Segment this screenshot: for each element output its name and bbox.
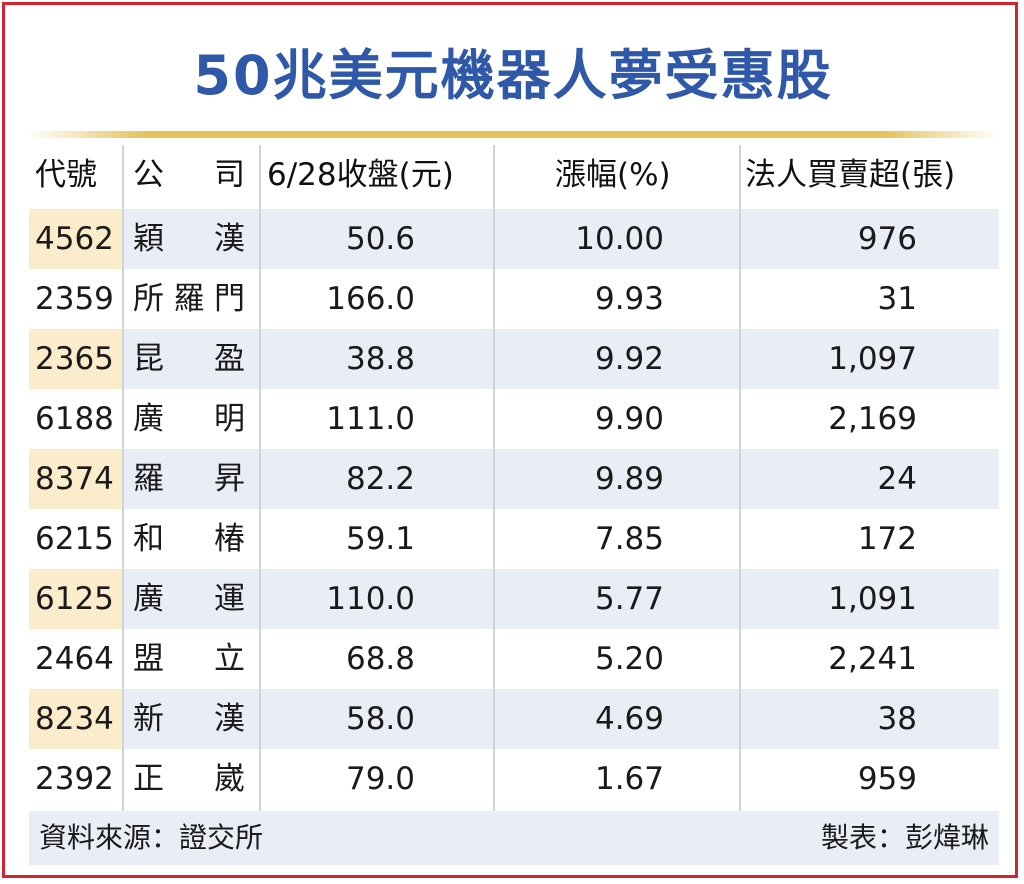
code-highlight xyxy=(29,449,123,509)
table-row: 2392 正崴 79.0 1.67 959 xyxy=(29,749,999,809)
header-company: 公 司 xyxy=(133,157,245,193)
company-name-cell: 穎漢 xyxy=(133,221,245,257)
close-price-cell: 59.1 xyxy=(345,521,415,557)
net-buy-cell: 1,097 xyxy=(828,341,917,377)
net-buy-cell: 976 xyxy=(857,221,917,257)
stock-code-cell: 6215 xyxy=(35,521,114,557)
company-name-cell: 盟立 xyxy=(133,641,245,677)
close-price-cell: 82.2 xyxy=(345,461,415,497)
header-change: 漲幅(%) xyxy=(555,157,671,193)
stock-code-cell: 4562 xyxy=(35,221,114,257)
maker-note: 製表：彭煒琳 xyxy=(820,821,989,854)
company-name-cell: 正崴 xyxy=(133,761,245,797)
change-percent-cell: 9.93 xyxy=(594,281,664,317)
change-percent-cell: 9.92 xyxy=(594,341,664,377)
table-row: 6125 廣運 110.0 5.77 1,091 xyxy=(29,569,999,629)
close-price-cell: 68.8 xyxy=(345,641,415,677)
change-percent-cell: 5.20 xyxy=(594,641,664,677)
column-divider xyxy=(739,145,741,811)
net-buy-cell: 38 xyxy=(877,701,917,737)
change-percent-cell: 9.90 xyxy=(594,401,664,437)
close-price-cell: 111.0 xyxy=(326,401,415,437)
code-highlight xyxy=(29,689,123,749)
net-buy-cell: 1,091 xyxy=(828,581,917,617)
column-divider xyxy=(493,145,495,811)
company-name-cell: 廣運 xyxy=(133,581,245,617)
net-buy-cell: 172 xyxy=(857,521,917,557)
change-percent-cell: 1.67 xyxy=(594,761,664,797)
change-percent-cell: 5.77 xyxy=(594,581,664,617)
table-row: 8234 新漢 58.0 4.69 38 xyxy=(29,689,999,749)
company-name-cell: 廣明 xyxy=(133,401,245,437)
change-percent-cell: 10.00 xyxy=(575,221,664,257)
table-row: 6215 和椿 59.1 7.85 172 xyxy=(29,509,999,569)
stock-code-cell: 2359 xyxy=(35,281,114,317)
net-buy-cell: 24 xyxy=(877,461,917,497)
header-close: 6/28收盤(元) xyxy=(267,157,454,193)
title-divider xyxy=(29,131,999,138)
stock-code-cell: 8234 xyxy=(35,701,114,737)
table-row: 2464 盟立 68.8 5.20 2,241 xyxy=(29,629,999,689)
close-price-cell: 38.8 xyxy=(345,341,415,377)
code-highlight xyxy=(29,209,123,269)
net-buy-cell: 2,169 xyxy=(828,401,917,437)
company-name-cell: 昆盈 xyxy=(133,341,245,377)
stock-code-cell: 2464 xyxy=(35,641,114,677)
header-net-buy: 法人買賣超(張) xyxy=(745,157,956,193)
table-row: 4562 穎漢 50.6 10.00 976 xyxy=(29,209,999,269)
stock-code-cell: 2365 xyxy=(35,341,114,377)
code-highlight xyxy=(29,329,123,389)
table-header-row: 代號 公 司 6/28收盤(元) 漲幅(%) 法人買賣超(張) xyxy=(29,145,999,205)
stock-code-cell: 6188 xyxy=(35,401,114,437)
close-price-cell: 58.0 xyxy=(345,701,415,737)
stock-code-cell: 6125 xyxy=(35,581,114,617)
change-percent-cell: 7.85 xyxy=(594,521,664,557)
company-name-cell: 羅昇 xyxy=(133,461,245,497)
table-row: 2359 所羅門 166.0 9.93 31 xyxy=(29,269,999,329)
header-code: 代號 xyxy=(35,157,97,193)
close-price-cell: 166.0 xyxy=(326,281,415,317)
company-name-cell: 和椿 xyxy=(133,521,245,557)
net-buy-cell: 2,241 xyxy=(828,641,917,677)
change-percent-cell: 4.69 xyxy=(594,701,664,737)
source-note: 資料來源：證交所 xyxy=(39,821,264,854)
table-row: 2365 昆盈 38.8 9.92 1,097 xyxy=(29,329,999,389)
change-percent-cell: 9.89 xyxy=(594,461,664,497)
close-price-cell: 50.6 xyxy=(345,221,415,257)
net-buy-cell: 959 xyxy=(857,761,917,797)
stock-code-cell: 8374 xyxy=(35,461,114,497)
table-footer: 資料來源：證交所 製表：彭煒琳 xyxy=(29,811,999,865)
close-price-cell: 110.0 xyxy=(326,581,415,617)
code-highlight xyxy=(29,569,123,629)
company-name-cell: 所羅門 xyxy=(133,281,245,317)
stock-code-cell: 2392 xyxy=(35,761,114,797)
chart-title: 50兆美元機器人夢受惠股 xyxy=(193,44,833,107)
company-name-cell: 新漢 xyxy=(133,701,245,737)
close-price-cell: 79.0 xyxy=(345,761,415,797)
net-buy-cell: 31 xyxy=(877,281,917,317)
column-divider xyxy=(122,145,124,811)
table-row: 6188 廣明 111.0 9.90 2,169 xyxy=(29,389,999,449)
column-divider xyxy=(259,145,261,811)
table-row: 8374 羅昇 82.2 9.89 24 xyxy=(29,449,999,509)
